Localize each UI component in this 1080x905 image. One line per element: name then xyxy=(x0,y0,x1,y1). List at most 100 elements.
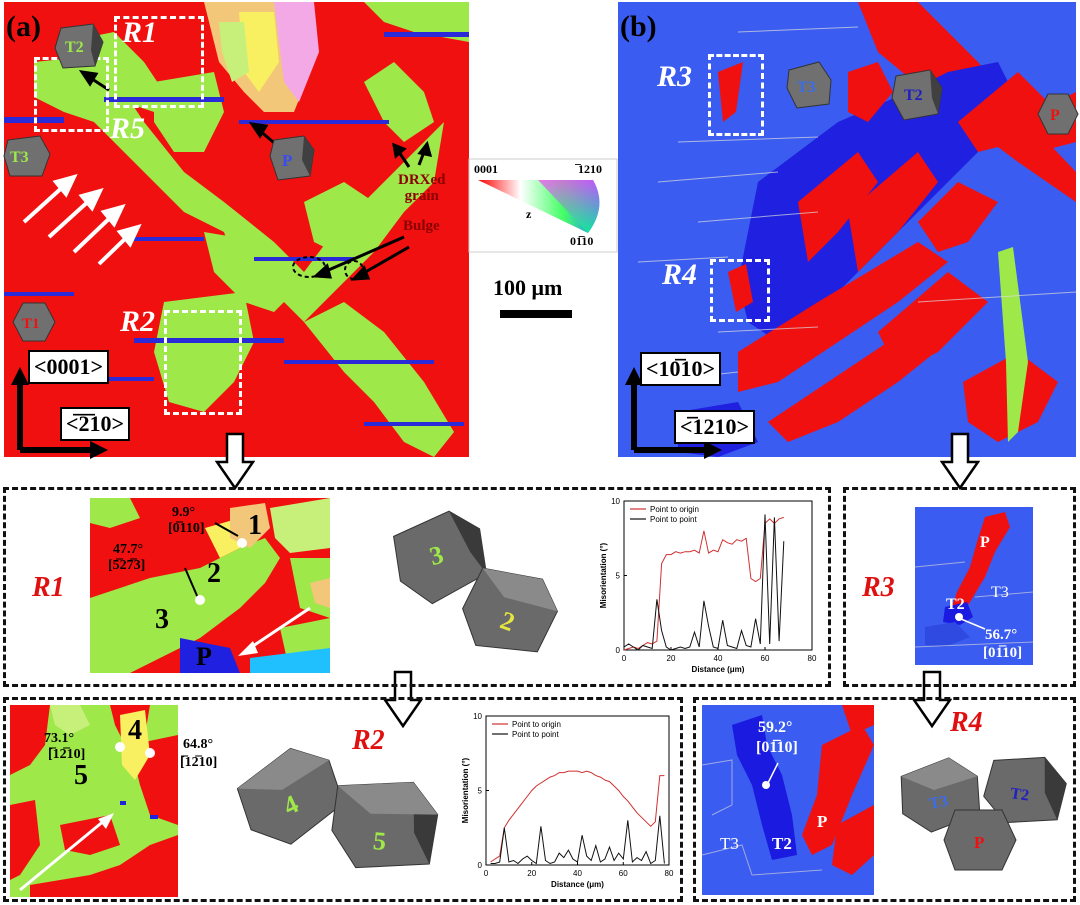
r4-crystal-t3-label: T3 xyxy=(928,793,949,813)
crystal-t1-icon: T1 xyxy=(12,302,56,342)
r1-axis-1: [0̅110] xyxy=(168,521,205,536)
r1-chart-ytick-label-1: 5 xyxy=(616,572,621,581)
r1-chart-xtick-label-1: 20 xyxy=(667,654,676,663)
crystal-t2-b-icon: T2 xyxy=(891,69,943,121)
r3-title: R3 xyxy=(862,572,895,603)
r1-chart-xtick-label-3: 60 xyxy=(761,654,770,663)
r3-label-t3: T3 xyxy=(991,584,1009,601)
drx-annotation: DRXed grain xyxy=(398,172,446,204)
r4-label-t3: T3 xyxy=(720,834,739,853)
r2-chart-legend-label-1: Point to point xyxy=(512,730,559,739)
r4-detail-box xyxy=(693,697,1076,902)
crystal-t3-b-label: T3 xyxy=(797,79,816,96)
ipf-center-z: z xyxy=(526,207,532,221)
axis-label-horizontal-a: <̅2̅10> xyxy=(60,407,131,441)
r3-misor: 56.7° xyxy=(985,627,1018,643)
r4-label-t2: T2 xyxy=(772,834,792,853)
drx-label-2: grain xyxy=(404,188,439,204)
r2-chart-xtick-label-3: 60 xyxy=(619,869,628,878)
r1-chart-xtick-label-2: 40 xyxy=(714,654,723,663)
r4-crystal-triplet: T3 T2 P xyxy=(900,756,1067,871)
crystal-t3-label: T3 xyxy=(10,149,29,166)
r1-misor-2: 47.7° xyxy=(113,542,144,557)
r1-misor-1: 9.9° xyxy=(172,505,196,520)
crystal-p-b-icon: P xyxy=(1037,93,1079,135)
r2-crystal-pair: 4 5 xyxy=(236,747,439,869)
r1-crystal-pair: 3 2 xyxy=(393,510,558,653)
region-r3-label: R3 xyxy=(657,60,693,93)
r2-misor-2: 64.8° xyxy=(183,737,214,752)
r2-ebsd-map xyxy=(10,705,178,897)
r2-chart-xtick-label-0: 0 xyxy=(484,869,489,878)
r2-axis-1: [̅12̅10] xyxy=(48,747,86,762)
r2-chart-ylabel: Misorientation (°) xyxy=(461,757,470,823)
region-r1-label: R1 xyxy=(122,16,158,49)
r4-axis: [01̅10] xyxy=(756,739,798,756)
r1-chart-legend-label-1: Point to point xyxy=(650,515,697,524)
crystal-t3-b-icon: T3 xyxy=(786,61,832,109)
region-r4-box xyxy=(710,259,770,322)
region-r5-label: R5 xyxy=(110,112,146,145)
r1-grain-3: 3 xyxy=(155,604,169,635)
r2-chart-series-1-line xyxy=(490,815,665,865)
crystal-p-icon: P xyxy=(269,135,315,181)
r3-axis: [01̅10] xyxy=(983,645,1023,661)
panel-b-ebsd-map xyxy=(618,2,1076,457)
panel-b-letter: (b) xyxy=(620,10,657,43)
scale-bar-label: 100 μm xyxy=(493,275,563,300)
r2-chart-xtick-label-2: 40 xyxy=(573,869,582,878)
r1-chart-ylabel: Misorientation (°) xyxy=(599,542,608,608)
r2-chart-xtick-label-4: 80 xyxy=(665,869,674,878)
r1-ebsd-map xyxy=(90,498,330,673)
bulge-label: Bulge xyxy=(403,218,440,234)
r4-label-p: P xyxy=(817,812,828,831)
r3-detail-box xyxy=(843,487,1076,687)
region-r4-label: R4 xyxy=(662,258,698,291)
panel-a-axes-arrows xyxy=(11,367,108,459)
panel-a-letter: (a) xyxy=(6,10,41,43)
r1-grain-1: 1 xyxy=(248,510,262,541)
ipf-corner-0001: 0001 xyxy=(474,162,498,176)
crystal-p-b-label: P xyxy=(1050,107,1060,124)
panel-b-grains xyxy=(637,2,1076,457)
r2-crystal-5-label: 5 xyxy=(372,826,387,856)
r1-grain-p: P xyxy=(196,642,212,671)
r2-chart-series-0-line xyxy=(490,770,665,863)
axis-label-horizontal-b: <̅1210> xyxy=(674,410,756,444)
r2-axis-2: [̅12̅10] xyxy=(180,755,218,770)
crystal-t3-icon: T3 xyxy=(3,135,51,177)
r4-ebsd-map xyxy=(702,705,874,895)
crystal-p-label: P xyxy=(282,151,292,170)
crystal-t2-label: T2 xyxy=(65,39,84,56)
r1-axis-2: [5̅27̅3] xyxy=(108,558,146,573)
r3-label-p: P xyxy=(980,534,990,551)
r2-chart-ytick-label-1: 5 xyxy=(478,787,483,796)
r2-title: R2 xyxy=(352,725,385,756)
ipf-corner-bottom-right: 01̅10 xyxy=(570,234,594,248)
r2-chart-ytick-label-2: 10 xyxy=(473,712,482,721)
r3-label-t2: T2 xyxy=(946,596,965,613)
r2-misor-1: 73.1° xyxy=(44,731,75,746)
ipf-corner-top-right: ̅1210 xyxy=(578,162,602,176)
r2-grain-5: 5 xyxy=(74,760,88,791)
r1-chart-legend-label-0: Point to origin xyxy=(650,505,699,514)
r1-chart-xtick-label-4: 80 xyxy=(808,654,817,663)
r1-chart-xlabel: Distance (μm) xyxy=(692,665,745,674)
r1-chart-series-0-line xyxy=(623,516,784,651)
r4-crystal-p-label: P xyxy=(974,833,984,852)
down-arrow-b xyxy=(940,432,980,491)
r2-chart-ytick-label-0: 0 xyxy=(478,861,483,870)
down-arrow-a xyxy=(215,432,255,491)
region-r3-box xyxy=(708,54,764,136)
region-r2-label: R2 xyxy=(120,305,156,338)
r4-title: R4 xyxy=(950,707,983,738)
r2-chart-xtick-label-1: 20 xyxy=(527,869,536,878)
region-r2-box xyxy=(164,310,242,415)
drx-label: DRXed xyxy=(398,172,446,188)
r2-grain-4: 4 xyxy=(128,715,142,746)
r1-misorientation-chart: 0 20 40 60 80 0 5 10 Distance (μm) Misorientation… xyxy=(599,497,817,674)
panel-b-axes-arrows xyxy=(625,367,722,459)
r1-detail-box xyxy=(3,487,831,687)
r2-chart-legend-label-0: Point to origin xyxy=(512,720,561,729)
crystal-t1-label: T1 xyxy=(22,316,40,332)
